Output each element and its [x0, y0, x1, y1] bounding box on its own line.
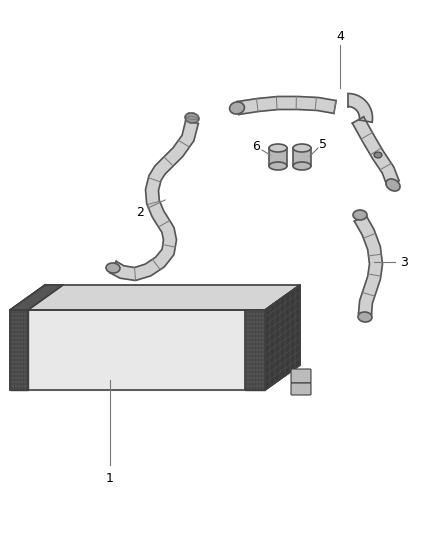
- Polygon shape: [245, 310, 265, 390]
- FancyBboxPatch shape: [291, 369, 311, 383]
- Text: 3: 3: [400, 255, 408, 269]
- Ellipse shape: [106, 263, 120, 273]
- Ellipse shape: [374, 152, 382, 158]
- Ellipse shape: [293, 162, 311, 170]
- Ellipse shape: [353, 210, 367, 220]
- Polygon shape: [10, 285, 300, 310]
- Polygon shape: [10, 310, 265, 390]
- Text: 5: 5: [319, 139, 327, 151]
- Polygon shape: [10, 310, 28, 390]
- Text: 2: 2: [136, 206, 144, 219]
- Polygon shape: [348, 93, 372, 122]
- FancyBboxPatch shape: [293, 148, 311, 166]
- Polygon shape: [265, 285, 300, 390]
- Ellipse shape: [269, 162, 287, 170]
- Ellipse shape: [185, 113, 199, 123]
- Polygon shape: [237, 96, 336, 115]
- Ellipse shape: [293, 144, 311, 152]
- Ellipse shape: [358, 312, 372, 322]
- Polygon shape: [110, 120, 198, 280]
- Ellipse shape: [269, 144, 287, 152]
- Polygon shape: [10, 285, 63, 310]
- Polygon shape: [265, 285, 300, 390]
- Polygon shape: [352, 117, 399, 185]
- Text: 6: 6: [252, 141, 260, 154]
- Ellipse shape: [386, 179, 400, 191]
- FancyBboxPatch shape: [269, 148, 287, 166]
- Text: 1: 1: [106, 472, 114, 484]
- Polygon shape: [354, 215, 382, 314]
- Ellipse shape: [230, 102, 244, 114]
- FancyBboxPatch shape: [291, 383, 311, 395]
- Text: 4: 4: [336, 29, 344, 43]
